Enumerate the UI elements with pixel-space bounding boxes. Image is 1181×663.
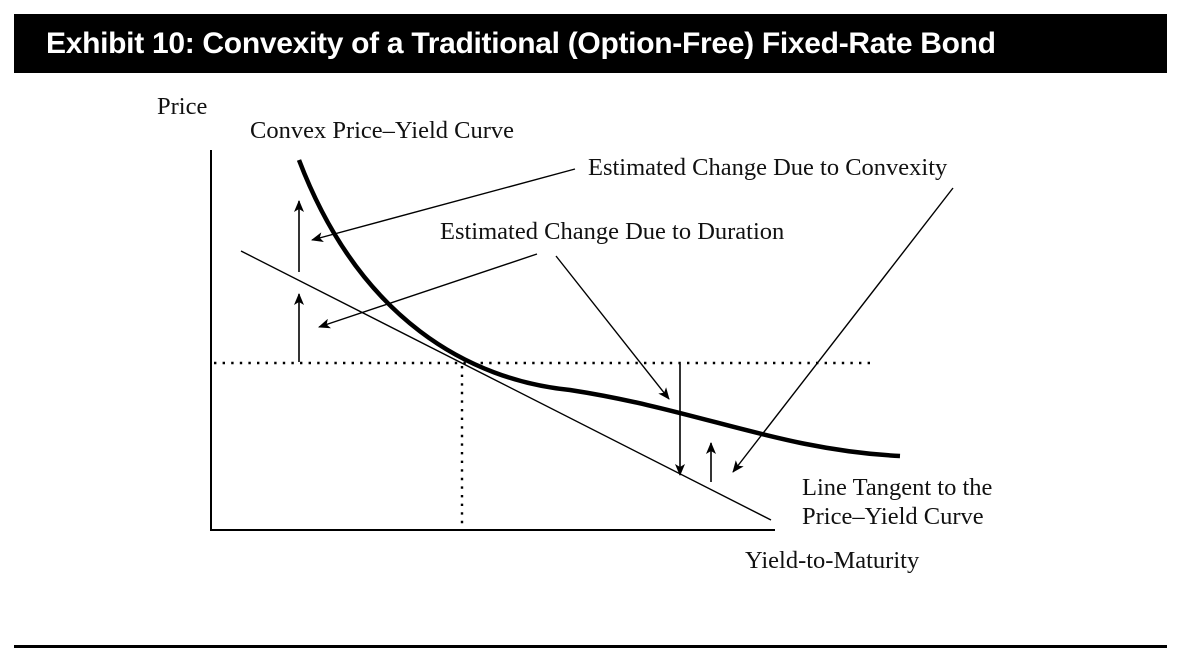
convexity-leader-left xyxy=(311,168,576,242)
exhibit-title: Exhibit 10: Convexity of a Traditional (… xyxy=(46,27,996,60)
x-axis-label: Yield-to-Maturity xyxy=(745,547,920,574)
duration-label: Estimated Change Due to Duration xyxy=(440,218,784,245)
duration-leader-right xyxy=(555,255,670,400)
curve-label: Convex Price–Yield Curve xyxy=(250,117,514,144)
title-bar: Exhibit 10: Convexity of a Traditional (… xyxy=(14,14,1167,73)
convexity-leader-right xyxy=(732,187,954,473)
convexity-label: Estimated Change Due to Convexity xyxy=(588,154,948,181)
tangent-label-line1: Line Tangent to the xyxy=(802,474,993,501)
tangent-line xyxy=(240,250,772,521)
y-axis-label: Price xyxy=(157,93,207,120)
bottom-rule xyxy=(14,645,1167,648)
price-yield-curve xyxy=(296,159,901,459)
duration-leader-left xyxy=(318,253,538,329)
tangent-label-line2: Price–Yield Curve xyxy=(802,503,984,530)
